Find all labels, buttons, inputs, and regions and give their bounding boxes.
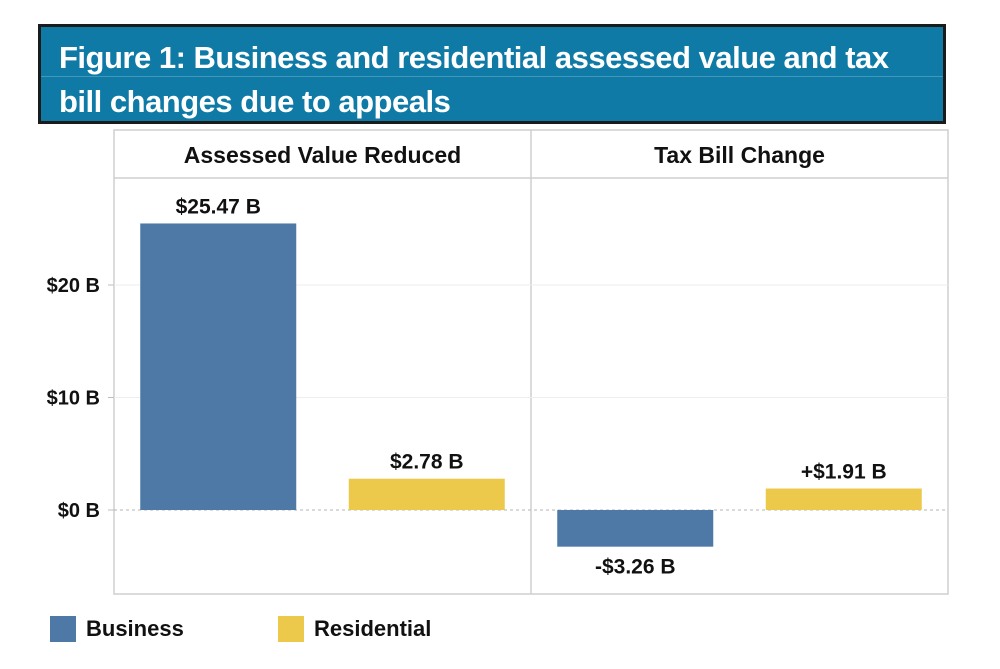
y-tick-label: $20 B — [47, 275, 100, 297]
legend-swatch-business — [50, 616, 76, 642]
legend-business: Business — [50, 616, 184, 642]
data-label: $2.78 B — [390, 451, 464, 474]
panel-title: Tax Bill Change — [654, 142, 825, 168]
legend-residential: Residential — [278, 616, 431, 642]
bar-business — [140, 223, 297, 510]
y-tick-label: $0 B — [58, 500, 100, 522]
title-banner: Figure 1: Business and residential asses… — [38, 24, 946, 124]
bar-residential — [348, 478, 505, 510]
y-tick-label: $10 B — [47, 388, 100, 410]
legend-swatch-residential — [278, 616, 304, 642]
legend-label-residential: Residential — [314, 616, 432, 641]
data-label: -$3.26 B — [595, 556, 676, 579]
chart-title: Figure 1: Business and residential asses… — [59, 40, 889, 119]
legend-label-business: Business — [86, 616, 184, 641]
bar-business — [557, 510, 714, 547]
panel-title: Assessed Value Reduced — [184, 142, 461, 168]
data-label: $25.47 B — [176, 195, 261, 218]
data-label: +$1.91 B — [801, 461, 887, 484]
bar-residential — [765, 488, 922, 510]
title-divider — [41, 76, 943, 77]
